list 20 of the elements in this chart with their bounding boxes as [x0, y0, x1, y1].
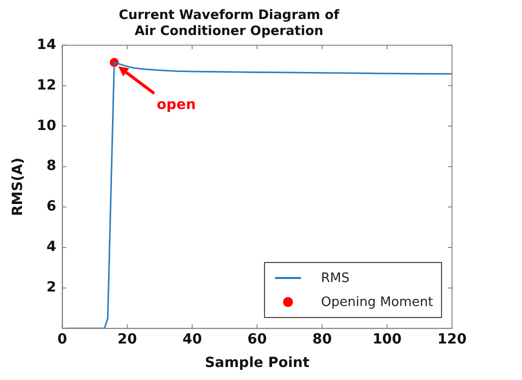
y-tick-label: 14 [36, 36, 57, 53]
x-tick-label: 120 [437, 331, 467, 348]
y-tick-label: 4 [46, 239, 57, 256]
x-tick-label: 80 [312, 331, 332, 348]
x-tick-label: 20 [117, 331, 138, 348]
chart-title: Current Waveform Diagram of Air Conditioner Operation [118, 8, 340, 39]
annotation: open [156, 97, 196, 114]
x-tick-label: 0 [57, 331, 68, 348]
y-tick-label: 10 [36, 118, 57, 134]
x-axis-title: Sample Point [204, 355, 310, 372]
legend-label: Opening Moment [321, 294, 434, 310]
x-tick-label: 100 [372, 331, 402, 348]
y-tick-label: 6 [46, 198, 56, 215]
legend-label: RMS [321, 270, 350, 286]
y-tick-label: 2 [46, 280, 56, 296]
y-tick-label: 12 [36, 77, 56, 94]
y-axis-title: RMS(A) [10, 158, 26, 216]
x-tick-label: 60 [247, 331, 268, 348]
y-tick-label: 8 [46, 158, 56, 174]
x-tick-label: 40 [182, 331, 202, 348]
